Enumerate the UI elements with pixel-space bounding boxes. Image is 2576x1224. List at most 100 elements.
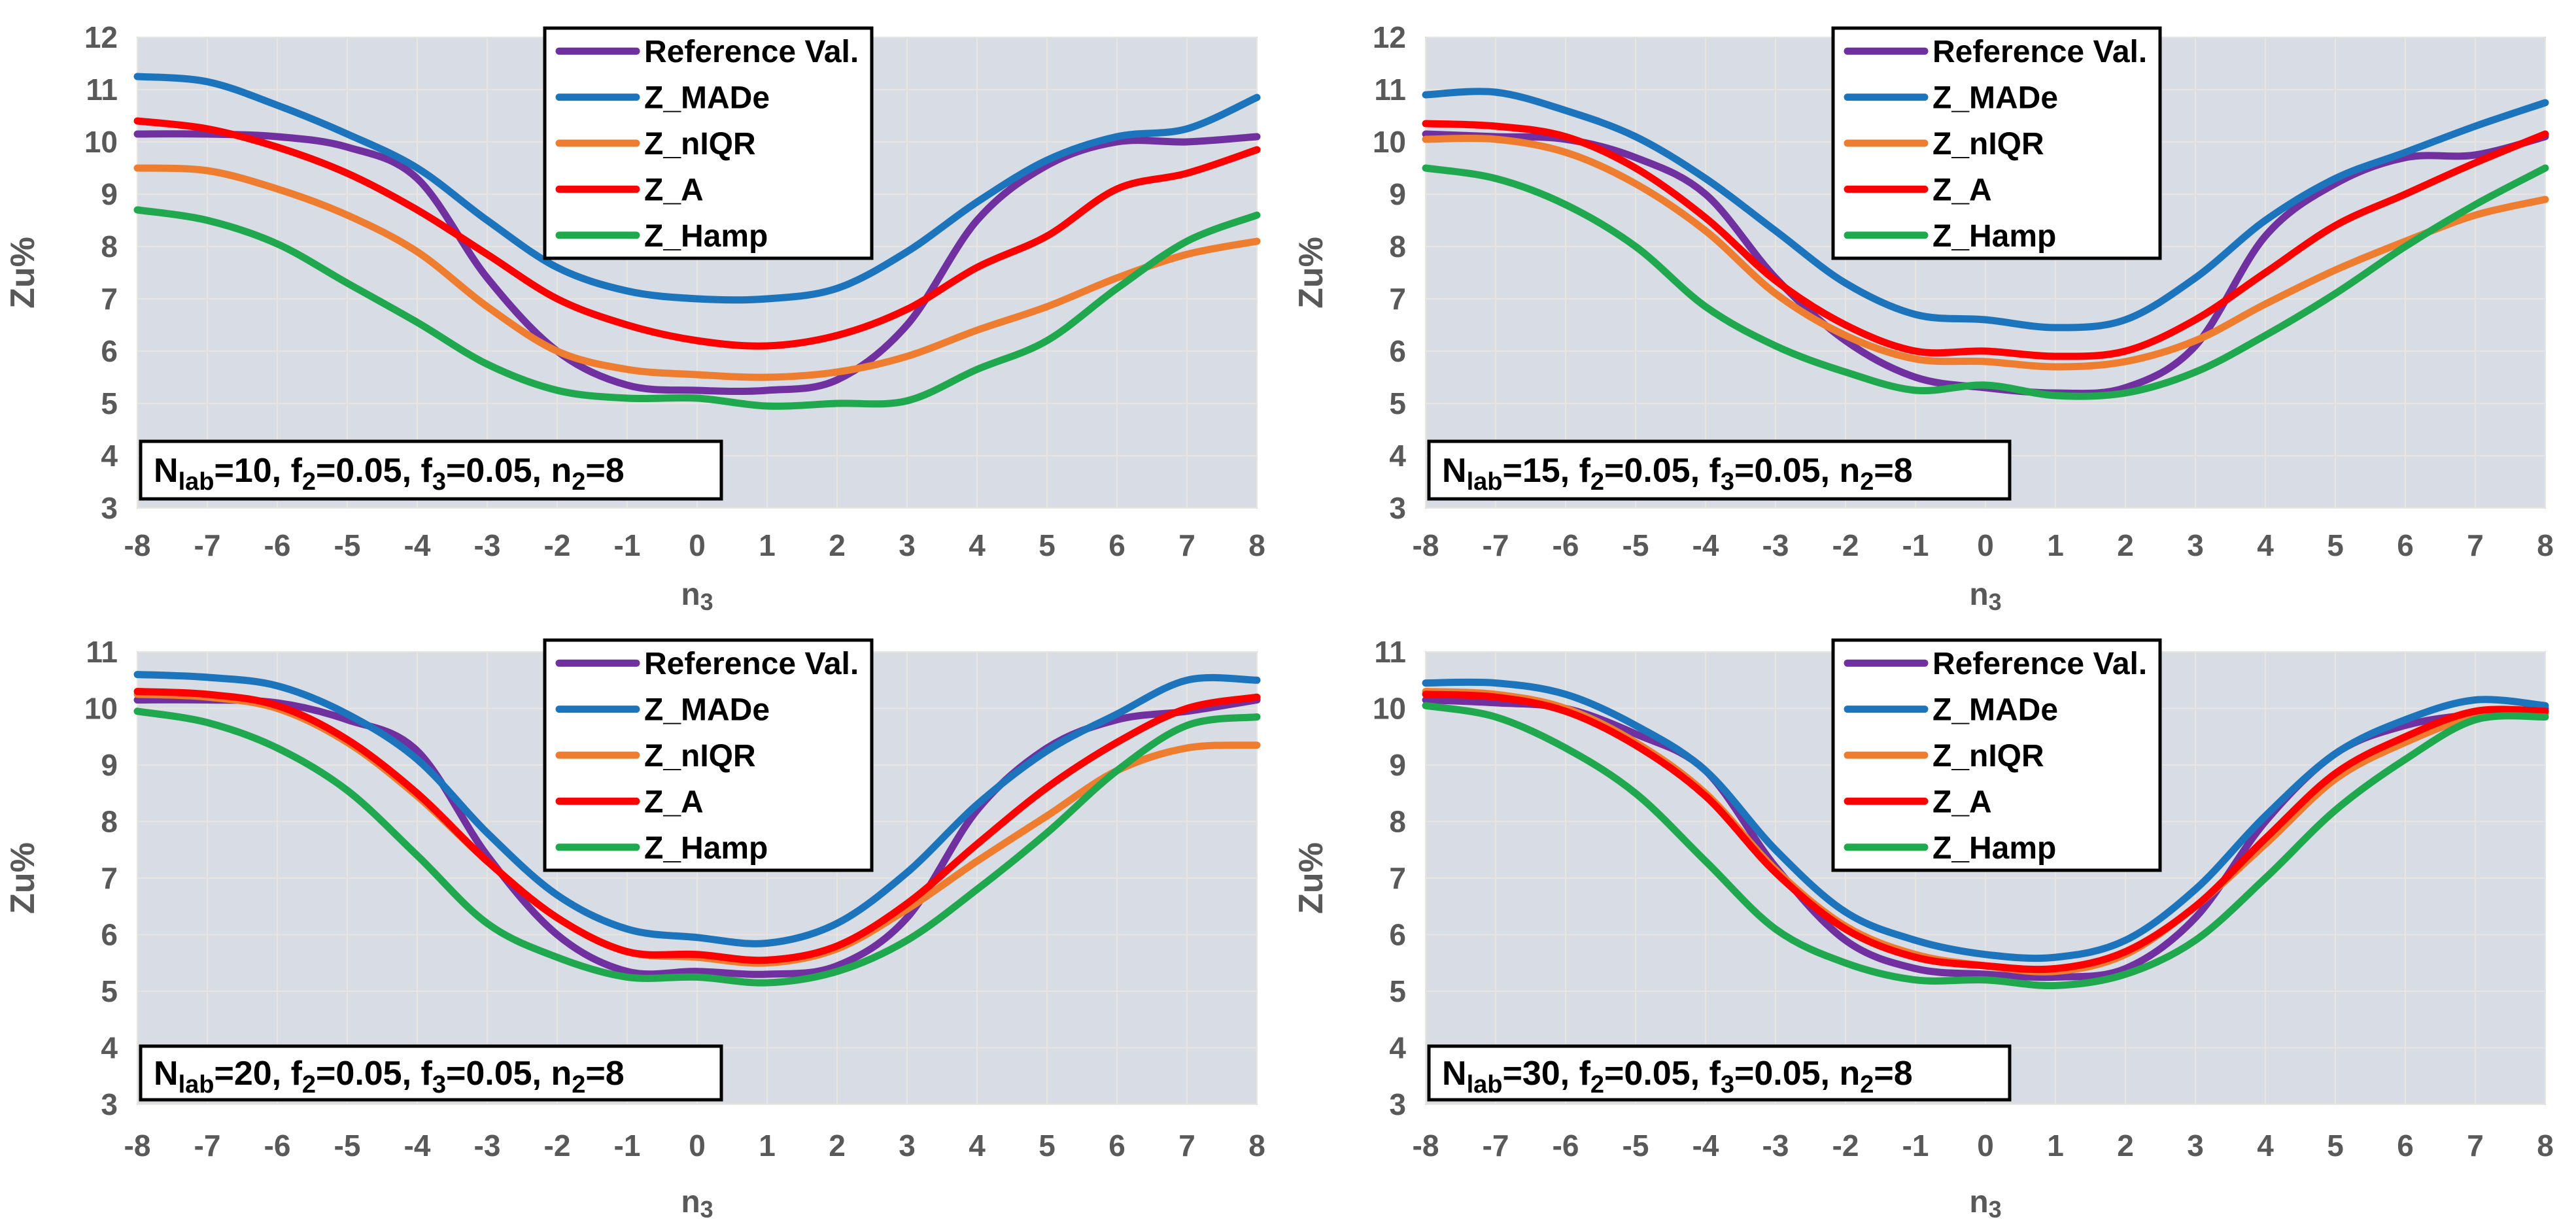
x-tick-label: -1 <box>614 528 641 562</box>
legend-label-z-hamp: Z_Hamp <box>644 219 768 254</box>
x-tick-label: -1 <box>614 1129 641 1163</box>
y-tick-label: 6 <box>101 334 118 368</box>
x-tick-label: 0 <box>689 1129 706 1163</box>
x-tick-label: 2 <box>2117 528 2134 562</box>
y-tick-label: 3 <box>1389 1087 1406 1121</box>
x-tick-label: 8 <box>1248 1129 1265 1163</box>
legend-label-z-made: Z_MADe <box>1932 81 2058 116</box>
y-tick-label: 11 <box>1374 73 1406 107</box>
y-tick-label: 8 <box>1389 805 1406 839</box>
x-tick-label: 3 <box>2187 1129 2204 1163</box>
x-tick-label: -7 <box>1482 1129 1509 1163</box>
x-tick-label: 6 <box>2397 1129 2414 1163</box>
legend-label-reference-val: Reference Val. <box>1932 647 2147 681</box>
x-tick-label: -4 <box>1692 1129 1719 1163</box>
legend-label-z-niqr: Z_nIQR <box>644 739 756 774</box>
y-tick-label: 7 <box>101 282 118 316</box>
x-tick-label: -7 <box>194 1129 221 1163</box>
x-tick-label: 5 <box>1039 528 1056 562</box>
x-tick-label: 5 <box>2327 1129 2344 1163</box>
y-tick-label: 4 <box>101 439 118 473</box>
x-tick-label: 7 <box>2467 528 2484 562</box>
y-tick-label: 4 <box>101 1031 118 1065</box>
y-tick-label: 9 <box>101 748 118 782</box>
x-tick-label: 0 <box>689 528 706 562</box>
x-tick-label: -6 <box>1552 528 1579 562</box>
y-tick-label: 7 <box>1389 282 1406 316</box>
y-tick-label: 4 <box>1389 439 1406 473</box>
legend-label-z-a: Z_A <box>644 173 704 207</box>
x-tick-label: 7 <box>2467 1129 2484 1163</box>
legend-label-z-a: Z_A <box>1932 785 1992 819</box>
x-tick-label: 1 <box>759 528 776 562</box>
x-tick-label: 7 <box>1178 1129 1195 1163</box>
x-tick-label: 1 <box>759 1129 776 1163</box>
x-tick-label: 6 <box>2397 528 2414 562</box>
x-axis-title: n3 <box>1969 577 2001 612</box>
y-tick-label: 5 <box>101 386 118 420</box>
series-line-z-made <box>133 73 1261 304</box>
y-tick-label: 8 <box>101 805 118 839</box>
x-tick-label: 0 <box>1977 1129 1994 1163</box>
y-tick-label: 5 <box>101 974 118 1008</box>
x-tick-label: 4 <box>2257 528 2274 562</box>
x-tick-label: -4 <box>1692 528 1719 562</box>
y-axis-title: Zu% <box>1292 842 1330 914</box>
legend-label-reference-val: Reference Val. <box>1932 35 2147 69</box>
x-tick-label: -3 <box>474 528 501 562</box>
legend-label-reference-val: Reference Val. <box>644 647 859 681</box>
y-tick-label: 6 <box>1389 334 1406 368</box>
chart-cell-nlab-10: 12 11 10 9 8 7 6 5 4 3 -8 -7 -6 -5 -4 -3 -2 -1 0 1 2 3 4 5 6 7 8 n3… <box>0 0 1288 612</box>
x-tick-label: -2 <box>1832 1129 1859 1163</box>
series-line-z-made <box>1422 88 2549 332</box>
series-line-z-hamp <box>1422 164 2549 400</box>
x-tick-label: 3 <box>2187 528 2204 562</box>
series-line-z-made <box>1422 678 2549 962</box>
y-tick-label: 7 <box>101 861 118 895</box>
legend-label-z-made: Z_MADe <box>1932 693 2058 728</box>
y-tick-label: 12 <box>1372 20 1405 54</box>
x-tick-label: 1 <box>2047 528 2064 562</box>
y-tick-label: 9 <box>101 177 118 211</box>
x-tick-label: -2 <box>544 1129 571 1163</box>
y-axis-title: Zu% <box>1292 237 1330 309</box>
x-tick-label: -8 <box>124 528 151 562</box>
annotation-text: Nlab=20, f2=0.05, f3=0.05, n2=8 <box>154 1055 625 1098</box>
x-axis-title: n3 <box>681 577 713 612</box>
series-line-z-hamp <box>133 707 1261 987</box>
x-tick-label: -2 <box>1832 528 1859 562</box>
chart-cell-nlab-30: 11 10 9 8 7 6 5 4 3 -8 -7 -6 -5 -4 -3 -2 -1 0 1 2 3 4 5 6 7 8 n3 Zu… <box>1288 612 2576 1224</box>
x-tick-label: -7 <box>1482 528 1509 562</box>
x-tick-label: -1 <box>1902 528 1929 562</box>
annotation-text: Nlab=15, f2=0.05, f3=0.05, n2=8 <box>1442 452 1913 496</box>
legend-label-z-hamp: Z_Hamp <box>644 831 768 866</box>
legend-label-z-made: Z_MADe <box>644 693 770 728</box>
legend-label-z-niqr: Z_nIQR <box>1932 739 2044 774</box>
y-tick-label: 8 <box>101 230 118 264</box>
annotation-box <box>139 439 723 501</box>
x-tick-label: -5 <box>334 528 361 562</box>
y-tick-label: 10 <box>1372 692 1405 726</box>
y-tick-label: 5 <box>1389 386 1406 420</box>
series-line-z-a <box>1422 690 2549 974</box>
legend-label-z-a: Z_A <box>1932 173 1992 207</box>
x-tick-label: 4 <box>969 528 986 562</box>
x-tick-label: 5 <box>2327 528 2344 562</box>
x-tick-label: 8 <box>2537 528 2554 562</box>
x-tick-label: 0 <box>1977 528 1994 562</box>
x-tick-label: -8 <box>124 1129 151 1163</box>
series-line-z-hamp <box>133 206 1261 410</box>
x-tick-label: 2 <box>829 528 846 562</box>
legend-label-reference-val: Reference Val. <box>644 35 859 69</box>
x-tick-label: -2 <box>544 528 571 562</box>
x-tick-label: 6 <box>1108 528 1125 562</box>
x-tick-label: -6 <box>264 1129 291 1163</box>
legend-label-z-hamp: Z_Hamp <box>1932 831 2056 866</box>
y-tick-label: 6 <box>101 918 118 952</box>
x-tick-label: -6 <box>1552 1129 1579 1163</box>
y-tick-label: 6 <box>1389 918 1406 952</box>
